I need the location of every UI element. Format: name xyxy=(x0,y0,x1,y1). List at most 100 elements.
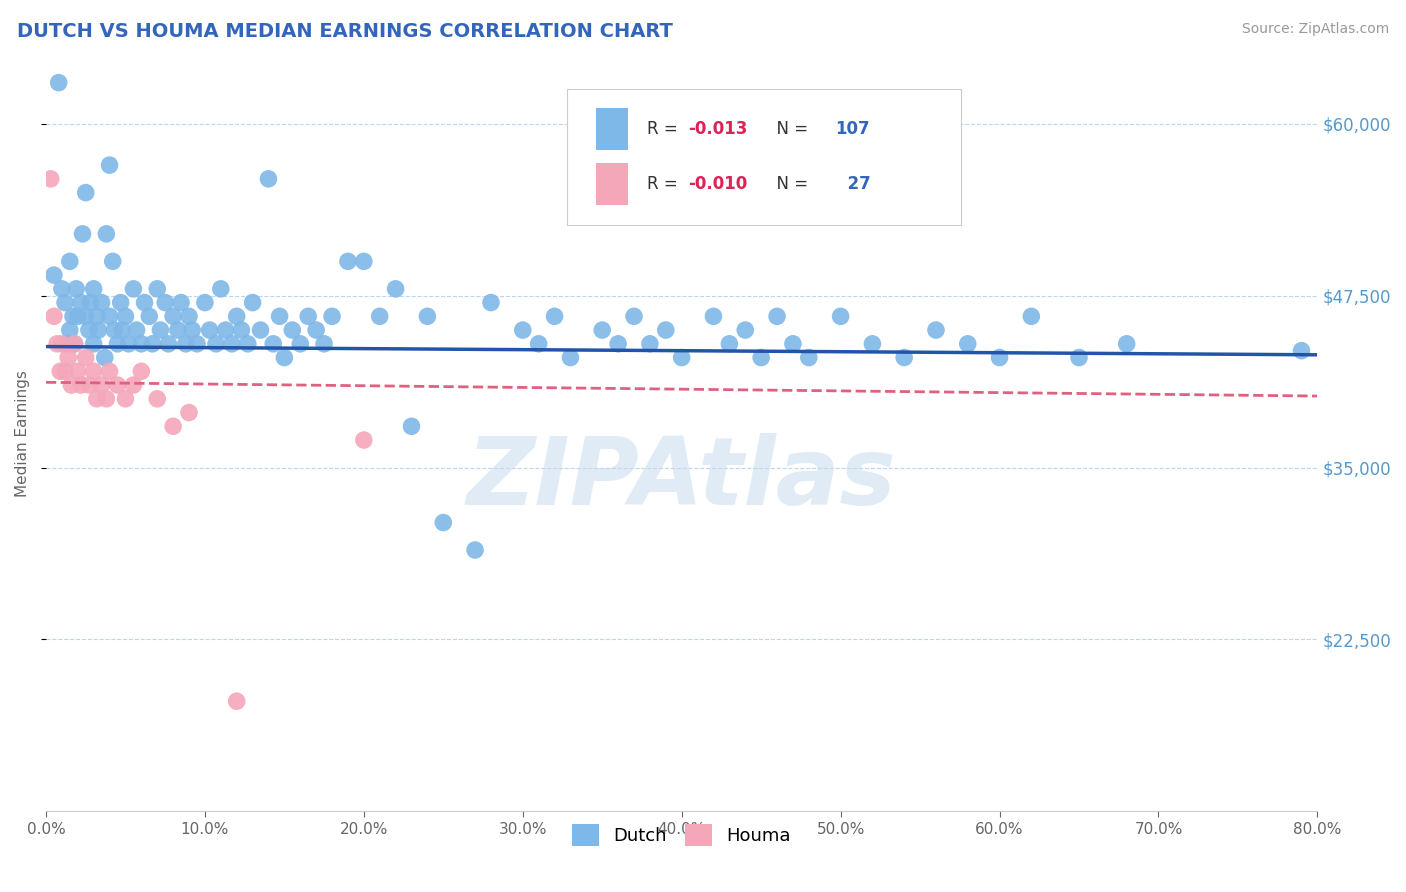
Point xyxy=(122,282,145,296)
Point xyxy=(607,336,630,351)
Point xyxy=(1115,336,1137,351)
Point xyxy=(75,186,97,200)
Point xyxy=(153,295,176,310)
Point xyxy=(96,227,118,241)
Point xyxy=(42,310,65,324)
Point xyxy=(83,336,105,351)
Point xyxy=(401,419,423,434)
Point xyxy=(107,378,129,392)
Point xyxy=(893,351,915,365)
Point xyxy=(138,310,160,324)
Point xyxy=(181,323,204,337)
Point xyxy=(62,310,84,324)
Point xyxy=(70,378,93,392)
Point xyxy=(988,351,1011,365)
Point xyxy=(177,310,200,324)
Point xyxy=(83,364,105,378)
Point xyxy=(194,295,217,310)
Point xyxy=(560,351,582,365)
Point xyxy=(623,310,645,324)
Point xyxy=(134,295,156,310)
Point xyxy=(205,336,228,351)
Point xyxy=(290,336,312,351)
Point xyxy=(53,295,76,310)
Point xyxy=(830,310,852,324)
Text: 107: 107 xyxy=(835,120,870,138)
Point xyxy=(66,364,89,378)
Point xyxy=(125,323,148,337)
Point xyxy=(87,323,110,337)
Point xyxy=(305,323,328,337)
Point xyxy=(63,336,86,351)
Point xyxy=(149,323,172,337)
Point xyxy=(249,323,271,337)
Legend: Dutch, Houma: Dutch, Houma xyxy=(562,815,800,855)
Point xyxy=(236,336,259,351)
Point xyxy=(782,336,804,351)
Point xyxy=(77,323,100,337)
Point xyxy=(90,295,112,310)
Point xyxy=(860,336,883,351)
Point xyxy=(766,310,789,324)
Point xyxy=(297,310,319,324)
Text: -0.013: -0.013 xyxy=(688,120,748,138)
Text: R =: R = xyxy=(647,120,683,138)
Point xyxy=(114,392,136,406)
Point xyxy=(1067,351,1090,365)
Point xyxy=(51,336,73,351)
Point xyxy=(96,392,118,406)
Point xyxy=(186,336,208,351)
Point xyxy=(90,378,112,392)
Point xyxy=(231,323,253,337)
Text: ZIPAtlas: ZIPAtlas xyxy=(467,433,897,524)
Text: DUTCH VS HOUMA MEDIAN EARNINGS CORRELATION CHART: DUTCH VS HOUMA MEDIAN EARNINGS CORRELATI… xyxy=(17,22,672,41)
Bar xyxy=(596,108,628,150)
Point xyxy=(86,310,108,324)
Point xyxy=(58,351,80,365)
Point xyxy=(353,433,375,447)
Point xyxy=(146,282,169,296)
Point xyxy=(170,295,193,310)
Point xyxy=(321,310,343,324)
Point xyxy=(925,323,948,337)
Point xyxy=(225,694,247,708)
Text: N =: N = xyxy=(766,120,813,138)
Point xyxy=(79,295,101,310)
Point xyxy=(512,323,534,337)
Point xyxy=(114,310,136,324)
Point xyxy=(225,310,247,324)
Text: R =: R = xyxy=(647,175,683,193)
Point xyxy=(368,310,391,324)
Point xyxy=(86,392,108,406)
Point xyxy=(98,364,121,378)
Point xyxy=(98,310,121,324)
Point xyxy=(734,323,756,337)
Point xyxy=(49,364,72,378)
Point xyxy=(221,336,243,351)
Point xyxy=(39,172,62,186)
Point xyxy=(749,351,772,365)
Point xyxy=(353,254,375,268)
Point xyxy=(162,310,184,324)
Point xyxy=(416,310,439,324)
Text: -0.010: -0.010 xyxy=(688,175,747,193)
Point xyxy=(671,351,693,365)
Point xyxy=(273,351,295,365)
Point xyxy=(110,295,132,310)
Point xyxy=(702,310,724,324)
Point xyxy=(46,336,69,351)
Point xyxy=(177,405,200,419)
Y-axis label: Median Earnings: Median Earnings xyxy=(15,369,30,497)
Point xyxy=(75,351,97,365)
Point xyxy=(98,158,121,172)
Point xyxy=(464,543,486,558)
Point xyxy=(131,336,153,351)
Point xyxy=(314,336,336,351)
Point xyxy=(131,364,153,378)
Point xyxy=(72,227,94,241)
Text: N =: N = xyxy=(766,175,813,193)
Bar xyxy=(596,163,628,205)
Point xyxy=(543,310,565,324)
Point xyxy=(75,310,97,324)
Point xyxy=(527,336,550,351)
